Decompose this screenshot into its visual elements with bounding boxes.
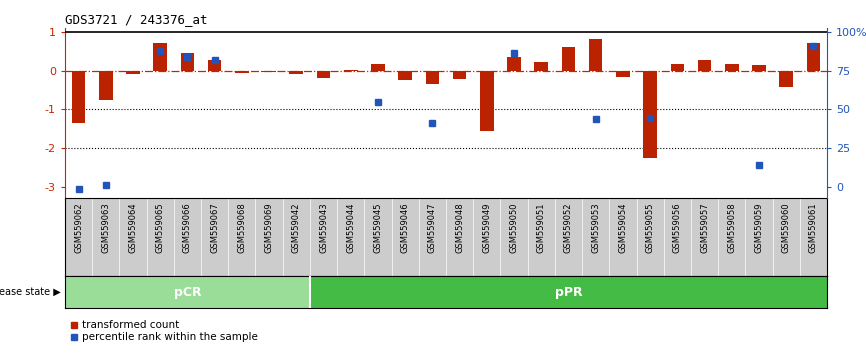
- Text: GSM559051: GSM559051: [537, 202, 546, 253]
- Text: GSM559060: GSM559060: [782, 202, 791, 253]
- Bar: [753, 65, 766, 71]
- Bar: [725, 64, 739, 71]
- Bar: [806, 43, 820, 71]
- Bar: [562, 47, 575, 71]
- Bar: [317, 71, 330, 78]
- Bar: [398, 71, 412, 80]
- Bar: [589, 39, 603, 71]
- Text: GSM559058: GSM559058: [727, 202, 736, 253]
- Bar: [153, 43, 167, 71]
- Text: GSM559050: GSM559050: [509, 202, 519, 253]
- Text: GSM559043: GSM559043: [319, 202, 328, 253]
- Text: GDS3721 / 243376_at: GDS3721 / 243376_at: [65, 13, 208, 26]
- Text: GSM559042: GSM559042: [292, 202, 301, 253]
- Bar: [181, 53, 194, 71]
- Text: GSM559066: GSM559066: [183, 202, 192, 253]
- Text: GSM559047: GSM559047: [428, 202, 436, 253]
- Text: GSM559063: GSM559063: [101, 202, 110, 253]
- Text: GSM559053: GSM559053: [591, 202, 600, 253]
- Bar: [480, 71, 494, 131]
- Bar: [289, 71, 303, 74]
- Text: GSM559061: GSM559061: [809, 202, 818, 253]
- Bar: [670, 64, 684, 71]
- Text: GSM559049: GSM559049: [482, 202, 491, 253]
- Text: disease state ▶: disease state ▶: [0, 287, 61, 297]
- Bar: [698, 60, 711, 71]
- Bar: [235, 71, 249, 73]
- Bar: [779, 71, 793, 87]
- Bar: [616, 71, 630, 76]
- Bar: [344, 70, 358, 71]
- Text: GSM559069: GSM559069: [265, 202, 274, 253]
- Bar: [208, 60, 222, 71]
- Text: GSM559045: GSM559045: [373, 202, 383, 253]
- Text: GSM559067: GSM559067: [210, 202, 219, 253]
- Bar: [99, 71, 113, 100]
- Text: GSM559065: GSM559065: [156, 202, 165, 253]
- Text: GSM559048: GSM559048: [456, 202, 464, 253]
- Bar: [643, 71, 657, 158]
- Text: GSM559068: GSM559068: [237, 202, 246, 253]
- Bar: [507, 57, 520, 71]
- Text: pPR: pPR: [554, 286, 582, 298]
- Text: pCR: pCR: [173, 286, 201, 298]
- Bar: [126, 71, 139, 74]
- Text: GSM559046: GSM559046: [401, 202, 410, 253]
- Text: GSM559062: GSM559062: [74, 202, 83, 253]
- Text: GSM559054: GSM559054: [618, 202, 627, 253]
- Text: GSM559059: GSM559059: [754, 202, 764, 253]
- Bar: [72, 71, 86, 123]
- Text: GSM559056: GSM559056: [673, 202, 682, 253]
- Text: GSM559052: GSM559052: [564, 202, 573, 253]
- Bar: [372, 64, 385, 71]
- Text: GSM559064: GSM559064: [128, 202, 138, 253]
- Text: GSM559057: GSM559057: [700, 202, 709, 253]
- Bar: [453, 71, 467, 79]
- Text: GSM559044: GSM559044: [346, 202, 355, 253]
- Bar: [262, 71, 276, 72]
- Legend: transformed count, percentile rank within the sample: transformed count, percentile rank withi…: [70, 320, 257, 342]
- Bar: [534, 62, 548, 71]
- Text: GSM559055: GSM559055: [646, 202, 655, 253]
- Bar: [425, 71, 439, 84]
